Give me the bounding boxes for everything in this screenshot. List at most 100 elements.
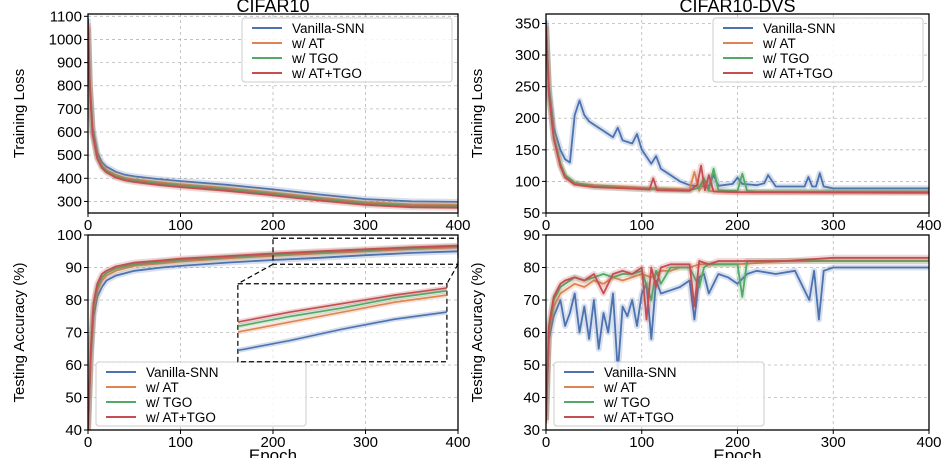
y-tick-label: 60	[523, 325, 540, 342]
legend-label: Vanilla-SNN	[604, 365, 677, 380]
legend-label: w/ AT+TGO	[762, 66, 833, 81]
legend-label: w/ AT	[762, 36, 796, 51]
inset-series-group	[237, 285, 447, 353]
x-tick-label: 0	[542, 217, 550, 234]
y-tick-label: 90	[65, 260, 82, 277]
legend-label: w/ TGO	[603, 395, 650, 410]
inset-line-at	[237, 294, 447, 333]
panel-cifar10-loss: 0 100 200 300 400 300 400 500 600 700 800 900 1000 11…	[11, 0, 471, 234]
y-tick-label: 30	[523, 422, 540, 439]
legend-box	[95, 361, 307, 427]
y-tick-label: 50	[523, 357, 540, 374]
y-tick-label: 1000	[49, 31, 82, 48]
legend-label: w/ AT+TGO	[603, 410, 674, 425]
x-tick-label: 400	[445, 434, 470, 451]
y-tick-label: 500	[57, 147, 82, 164]
legend-label: w/ AT	[291, 36, 325, 51]
legend-label: w/ AT+TGO	[291, 66, 362, 81]
series-group	[546, 20, 929, 196]
y-tick-label: 300	[57, 193, 82, 210]
legend-label: Vanilla-SNN	[763, 21, 836, 36]
y-tick-label: 70	[65, 325, 82, 342]
legend-box	[712, 17, 924, 83]
zoom-connector	[446, 263, 459, 285]
panel-dvs-acc: 0 100 200 300 400 30 40 50 60 70 80 90 Epoch Testing …	[469, 227, 942, 458]
series-line-vanilla	[546, 266, 929, 421]
series-group	[546, 254, 929, 424]
y-tick-label: 70	[523, 292, 540, 309]
y-axis-label: Training Loss	[11, 69, 28, 159]
y-tick-label: 800	[57, 78, 82, 95]
x-tick-label: 100	[629, 434, 654, 451]
y-tick-label: 200	[515, 110, 540, 127]
series-line-attgo	[88, 23, 458, 209]
y-tick-label: 100	[515, 173, 540, 190]
y-tick-label: 600	[57, 124, 82, 141]
y-tick-label: 60	[65, 357, 82, 374]
series-line-vanilla	[88, 250, 458, 430]
legend-box	[553, 361, 765, 427]
series-line-attgo	[546, 24, 929, 194]
x-tick-label: 0	[84, 434, 92, 451]
series-line-tgo	[546, 23, 929, 193]
y-tick-label: 40	[65, 422, 82, 439]
x-tick-label: 0	[84, 217, 92, 234]
y-tick-label: 50	[523, 205, 540, 222]
series-line-attgo	[88, 244, 458, 430]
chart-title: CIFAR10-DVS	[679, 0, 795, 16]
y-axis-label: Testing Accuracy (%)	[11, 262, 28, 402]
y-tick-label: 40	[523, 390, 540, 407]
y-axis-label: Training Loss	[469, 69, 486, 159]
x-tick-label: 0	[542, 434, 550, 451]
y-tick-label: 150	[515, 142, 540, 159]
series-line-vanilla	[546, 20, 929, 190]
x-axis-label: Epoch	[249, 446, 297, 458]
y-tick-label: 100	[57, 227, 82, 244]
y-tick-label: 900	[57, 55, 82, 72]
legend-label: w/ AT+TGO	[145, 410, 216, 425]
y-tick-label: 250	[515, 79, 540, 96]
y-tick-label: 50	[65, 390, 82, 407]
legend-label: Vanilla-SNN	[292, 21, 365, 36]
y-tick-label: 300	[515, 47, 540, 64]
x-tick-label: 400	[916, 434, 941, 451]
x-tick-label: 100	[168, 434, 193, 451]
x-tick-label: 200	[260, 434, 285, 451]
panel-cifar10-acc: 0 100 200 300 400 40 50 60 70 80 90 100 Epoch Testing…	[11, 227, 471, 458]
inset-line-attgo	[237, 287, 447, 323]
legend-label: w/ AT	[145, 380, 179, 395]
zoom-connector	[237, 263, 274, 285]
x-tick-label: 100	[168, 217, 193, 234]
x-tick-label: 400	[445, 217, 470, 234]
x-tick-label: 400	[916, 217, 941, 234]
x-tick-label: 300	[821, 434, 846, 451]
series-group	[88, 18, 458, 211]
x-tick-label: 100	[629, 217, 654, 234]
legend-label: w/ TGO	[145, 395, 192, 410]
y-tick-label: 90	[523, 227, 540, 244]
inset-line-tgo	[237, 290, 447, 328]
panel-dvs-loss: 0 100 200 300 400 50 100 150 200 250 300 350 CIFAR10…	[469, 0, 942, 234]
zoom-indicator	[237, 237, 459, 363]
legend-box	[241, 17, 453, 83]
inset-line-vanilla	[237, 311, 447, 352]
x-tick-label: 300	[353, 217, 378, 234]
x-tick-label: 200	[260, 217, 285, 234]
x-tick-label: 300	[821, 217, 846, 234]
legend-label: Vanilla-SNN	[146, 365, 219, 380]
x-tick-label: 300	[353, 434, 378, 451]
legend-label: w/ TGO	[762, 51, 809, 66]
y-tick-label: 700	[57, 101, 82, 118]
y-tick-label: 1100	[50, 8, 82, 25]
y-tick-label: 80	[65, 292, 82, 309]
y-tick-label: 350	[515, 15, 540, 32]
x-tick-label: 200	[725, 217, 750, 234]
y-tick-label: 80	[523, 260, 540, 277]
legend-label: w/ AT	[603, 380, 637, 395]
series-group	[88, 242, 458, 430]
y-tick-label: 400	[57, 170, 82, 187]
y-axis-label: Testing Accuracy (%)	[469, 262, 486, 402]
